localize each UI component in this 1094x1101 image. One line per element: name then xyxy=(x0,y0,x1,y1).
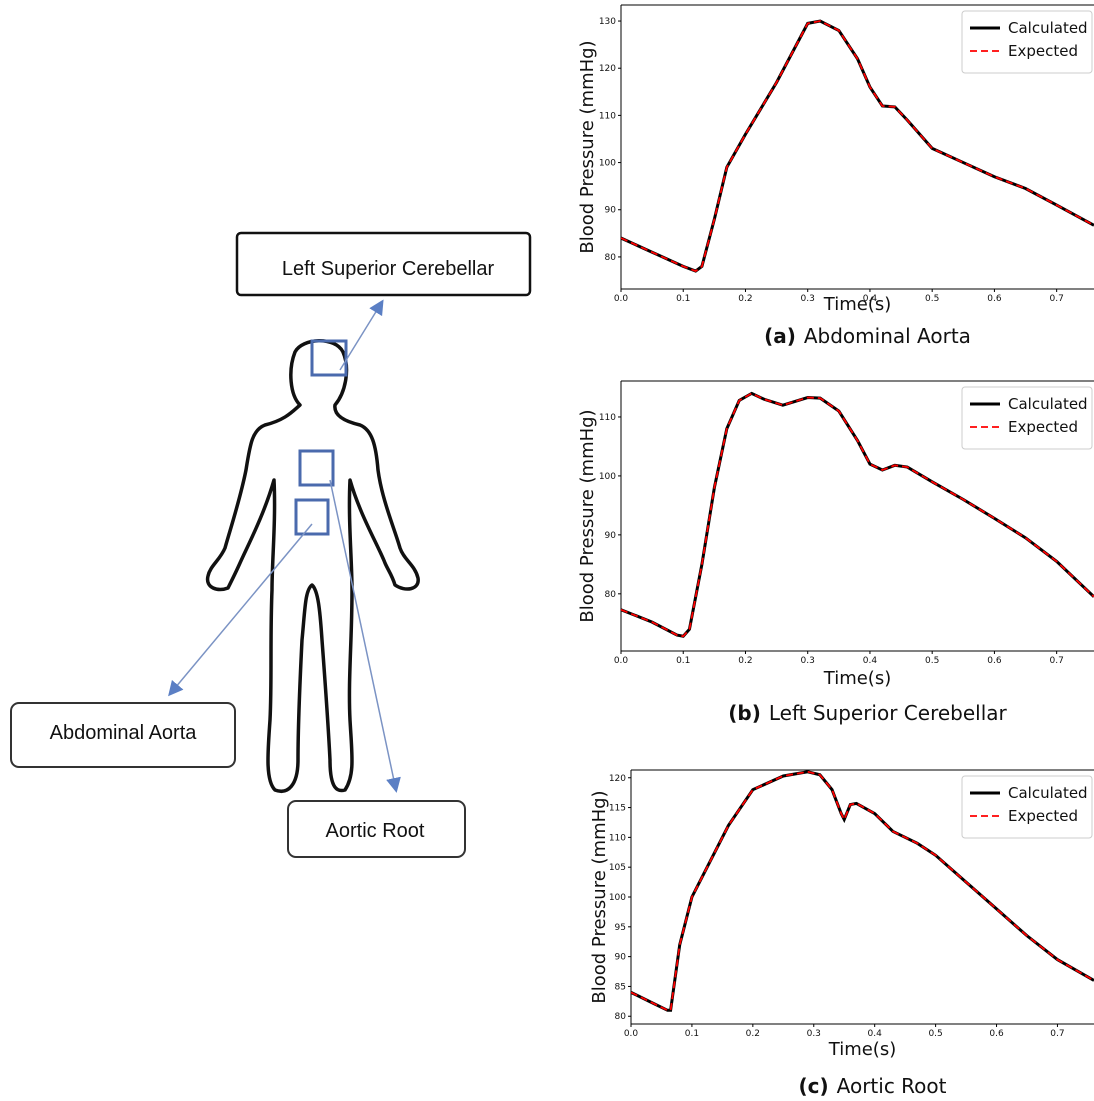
x-tick-label: 0.5 xyxy=(925,294,939,304)
y-tick-label: 90 xyxy=(605,206,617,216)
caption: (c) Aortic Root xyxy=(799,1074,947,1098)
y-tick-label: 90 xyxy=(615,953,627,963)
x-tick-label: 0.7 xyxy=(1049,656,1063,666)
x-tick-label: 0.2 xyxy=(738,294,752,304)
y-tick-label: 100 xyxy=(599,159,616,169)
x-tick-label: 0.4 xyxy=(868,1029,883,1039)
arrow xyxy=(330,480,396,790)
x-tick-label: 0.0 xyxy=(624,1029,639,1039)
x-tick-label: 0.6 xyxy=(987,656,1002,666)
legend-label: Calculated xyxy=(1008,395,1088,413)
y-tick-label: 130 xyxy=(599,17,616,27)
y-tick-label: 80 xyxy=(605,590,617,600)
x-tick-label: 0.7 xyxy=(1050,1029,1064,1039)
y-axis-label: Blood Pressure (mmHg) xyxy=(577,40,598,253)
y-tick-label: 115 xyxy=(609,804,626,814)
y-tick-label: 100 xyxy=(609,893,626,903)
caption-tag: (c) xyxy=(799,1074,829,1098)
y-axis-label: Blood Pressure (mmHg) xyxy=(589,790,610,1003)
caption-tag: (a) xyxy=(764,324,796,348)
y-tick-label: 80 xyxy=(615,1012,627,1022)
x-tick-label: 0.4 xyxy=(863,656,878,666)
legend-label: Calculated xyxy=(1008,19,1088,37)
x-tick-label: 0.3 xyxy=(801,656,815,666)
legend-label: Calculated xyxy=(1008,784,1088,802)
x-axis-label: Time(s) xyxy=(823,294,891,315)
body-outline xyxy=(208,341,419,792)
y-tick-label: 120 xyxy=(609,774,626,784)
site-label: Aortic Root xyxy=(326,820,425,842)
x-tick-label: 0.5 xyxy=(928,1029,942,1039)
y-axis-label: Blood Pressure (mmHg) xyxy=(577,409,598,622)
caption-text: Abdominal Aorta xyxy=(804,324,971,348)
x-tick-label: 0.1 xyxy=(676,656,690,666)
x-tick-label: 0.7 xyxy=(1049,294,1063,304)
x-tick-label: 0.0 xyxy=(614,656,629,666)
x-tick-label: 0.2 xyxy=(746,1029,760,1039)
y-tick-label: 110 xyxy=(599,111,616,121)
caption: (b) Left Superior Cerebellar xyxy=(728,701,1007,725)
chart: 80 85 90 95 100 105 110 115 120 0.0 0.1 0.2 0.3 0.4 0.… xyxy=(589,770,1094,1098)
x-tick-label: 0.3 xyxy=(807,1029,821,1039)
legend-label: Expected xyxy=(1008,42,1078,60)
y-tick-label: 95 xyxy=(615,923,626,933)
y-tick-label: 90 xyxy=(605,531,617,541)
y-tick-label: 85 xyxy=(615,982,626,992)
caption-tag: (b) xyxy=(728,701,761,725)
caption-text: Left Superior Cerebellar xyxy=(769,701,1008,725)
caption: (a) Abdominal Aorta xyxy=(764,324,971,348)
y-tick-label: 110 xyxy=(609,833,626,843)
x-axis-label: Time(s) xyxy=(823,668,891,689)
x-tick-label: 0.6 xyxy=(989,1029,1004,1039)
y-tick-label: 105 xyxy=(609,863,626,873)
y-tick-label: 120 xyxy=(599,64,616,74)
site-marker xyxy=(300,451,333,485)
arrow xyxy=(340,302,382,370)
x-axis-label: Time(s) xyxy=(828,1039,896,1060)
site-label: Left Superior Cerebellar xyxy=(282,258,495,280)
legend-label: Expected xyxy=(1008,418,1078,436)
site-marker xyxy=(296,500,328,534)
x-tick-label: 0.1 xyxy=(676,294,690,304)
y-tick-label: 100 xyxy=(599,472,616,482)
x-tick-label: 0.3 xyxy=(801,294,815,304)
chart: 80 90 100 110 0.0 0.1 0.2 0.3 0.4 0.5 0.6 0.7 Time(s… xyxy=(577,381,1094,725)
site-label: Abdominal Aorta xyxy=(50,722,198,744)
x-tick-label: 0.6 xyxy=(987,294,1002,304)
body-diagram: Left Superior Cerebellar Abdominal Aorta… xyxy=(11,233,530,857)
arrow xyxy=(170,524,312,694)
x-tick-label: 0.2 xyxy=(738,656,752,666)
y-tick-label: 110 xyxy=(599,413,616,423)
caption-text: Aortic Root xyxy=(837,1074,947,1098)
figure: Left Superior Cerebellar Abdominal Aorta… xyxy=(0,0,1094,1101)
x-tick-label: 0.0 xyxy=(614,294,629,304)
y-tick-label: 80 xyxy=(605,253,617,263)
x-tick-label: 0.5 xyxy=(925,656,939,666)
x-tick-label: 0.1 xyxy=(685,1029,699,1039)
legend-label: Expected xyxy=(1008,807,1078,825)
